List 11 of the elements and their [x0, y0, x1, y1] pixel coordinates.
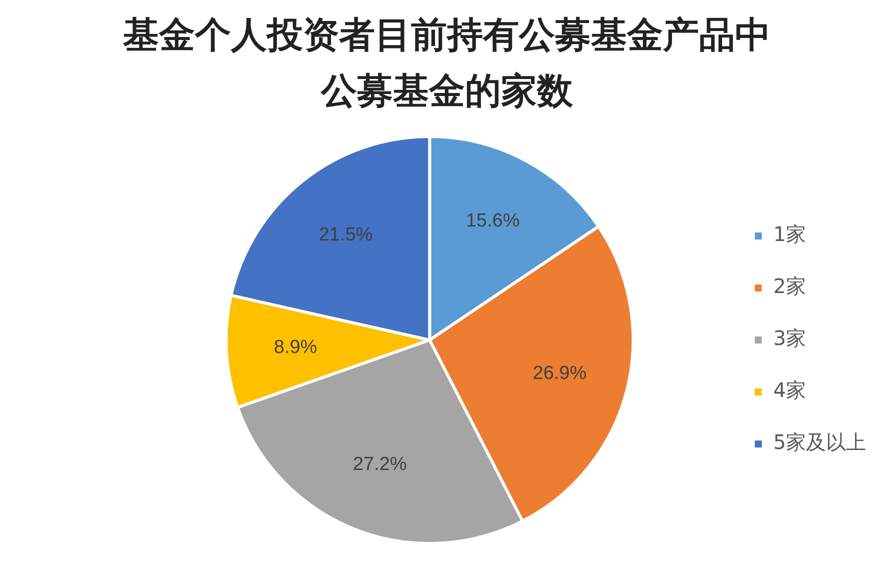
data-label: 26.9% [532, 362, 587, 384]
legend-label: 1家 [773, 222, 806, 246]
data-label: 21.5% [318, 224, 373, 246]
data-label: 27.2% [352, 454, 407, 475]
chart-title: 基金个人投资者目前持有公募基金产品中公募基金的家数 [122, 14, 772, 114]
data-label: 8.9% [274, 337, 318, 358]
legend-label: 3家 [773, 326, 806, 350]
legend-label: 2家 [773, 274, 806, 298]
legend-label: 5家及以上 [773, 430, 866, 454]
data-label: 15.6% [466, 210, 520, 232]
legend-label: 4家 [773, 378, 806, 402]
